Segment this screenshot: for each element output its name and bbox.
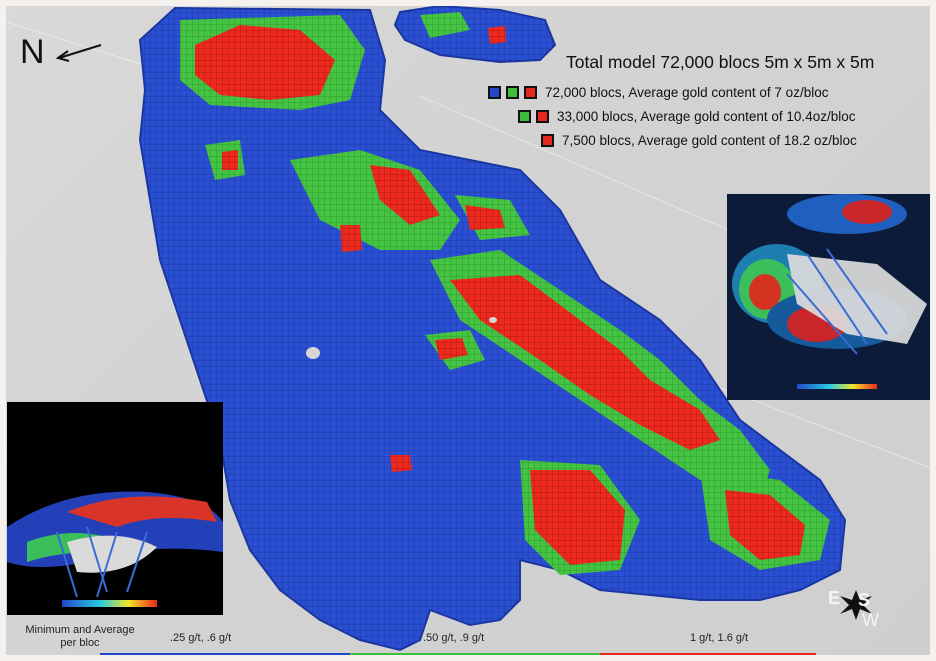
swatch-red [541, 134, 554, 147]
red-zone [340, 225, 362, 252]
ramp-blue [100, 653, 350, 661]
north-letter: N [20, 33, 45, 71]
red-zone [195, 25, 335, 100]
compass-star-icon [840, 590, 872, 620]
model-satellite [393, 4, 557, 64]
inset-right-image [727, 194, 936, 400]
red-zone [488, 26, 506, 44]
north-indicator: N [20, 35, 103, 69]
red-zone [725, 490, 805, 560]
legend-row-text: 7,500 blocs, Average gold content of 18.… [562, 133, 857, 148]
inset-left-image [7, 402, 223, 615]
model-hole [489, 317, 497, 323]
compass-e: E [828, 588, 841, 608]
inset-render-left [7, 402, 223, 615]
red-zone [435, 338, 468, 360]
legend-title: Total model 72,000 blocs 5m x 5m x 5m [566, 52, 875, 72]
min-average-label-line2: per bloc [60, 637, 100, 649]
red-zone [450, 275, 720, 450]
min-average-label-line1: Minimum and Average [25, 624, 135, 636]
red-zone [370, 165, 440, 225]
model-hole [306, 347, 320, 359]
min-average-label: Minimum and Average per bloc [6, 624, 154, 650]
red-zone [465, 205, 505, 230]
legend-row-text: 33,000 blocs, Average gold content of 10… [557, 109, 856, 124]
legend-row-mid: 33,000 blocs, Average gold content of 10… [518, 109, 855, 124]
swatch-red [524, 86, 537, 99]
legend-row-high: 7,500 blocs, Average gold content of 18.… [541, 133, 857, 148]
green-grade-label: .50 g/t, .9 g/t [423, 632, 485, 644]
red-zone [530, 470, 625, 565]
green-zone [420, 12, 470, 38]
ramp-green [350, 653, 600, 661]
ramp-red [600, 653, 816, 661]
swatch-red [536, 110, 549, 123]
green-zone [290, 150, 460, 250]
legend-row-all: 72,000 blocs, Average gold content of 7 … [488, 85, 828, 100]
red-zone [222, 150, 238, 170]
north-arrow-icon [55, 44, 101, 62]
red-grade-label: 1 g/t, 1.6 g/t [690, 632, 749, 644]
compass-w: W [862, 610, 879, 630]
swatch-blue [488, 86, 501, 99]
inset-render-right [727, 194, 936, 400]
swatch-green [518, 110, 531, 123]
red-zone [390, 455, 412, 472]
legend-row-text: 72,000 blocs, Average gold content of 7 … [545, 85, 829, 100]
swatch-green [506, 86, 519, 99]
blue-grade-label: .25 g/t, .6 g/t [170, 632, 232, 644]
compass-s: S [858, 590, 871, 610]
